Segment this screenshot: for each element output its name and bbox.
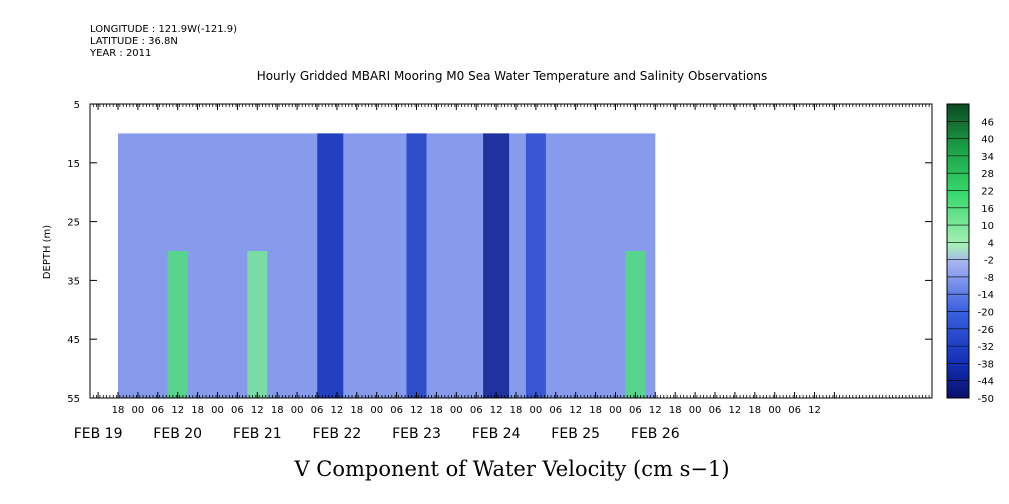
x-tick-label: 12 — [410, 405, 423, 416]
colorbar-label: -44 — [978, 377, 994, 388]
y-tick-label: 55 — [67, 394, 80, 405]
x-date-label: FEB 23 — [392, 426, 441, 442]
x-date-label: FEB 26 — [631, 426, 680, 442]
colorbar-label: 16 — [981, 204, 994, 215]
x-date-label: FEB 24 — [472, 426, 521, 442]
x-tick-label: 18 — [510, 405, 523, 416]
heatmap-feature — [247, 251, 268, 398]
colorbar-label: -38 — [978, 359, 994, 370]
colorbar-label: 22 — [981, 186, 994, 197]
x-tick-label: 06 — [788, 405, 801, 416]
colorbar-label: 34 — [981, 152, 994, 163]
longitude-text: LONGITUDE : 121.9W(-121.9) — [90, 24, 237, 35]
y-axis: 5 15 25 35 45 55 — [67, 100, 932, 405]
colorbar-gradient — [946, 103, 970, 399]
heatmap-background — [118, 133, 656, 398]
colorbar-label: 10 — [981, 221, 994, 232]
y-tick-label: 45 — [67, 335, 80, 346]
heatmap-feature — [525, 133, 546, 398]
x-date-label: FEB 21 — [233, 426, 282, 442]
x-date-label: FEB 22 — [313, 426, 362, 442]
x-tick-label: 12 — [729, 405, 742, 416]
colorbar-label: -50 — [978, 394, 994, 405]
y-axis-label: DEPTH (m) — [42, 225, 53, 279]
colorbar: 46 40 34 28 22 16 10 4 -2 -8 -14 -20 -26 -32 -38 -44 -50 — [946, 103, 994, 405]
x-tick-label: 12 — [808, 405, 821, 416]
year-text: YEAR : 2011 — [90, 48, 152, 59]
x-tick-label: 18 — [748, 405, 761, 416]
x-tick-label: 00 — [450, 405, 463, 416]
location-info: LONGITUDE : 121.9W(-121.9) LATITUDE : 36… — [90, 24, 237, 60]
x-axis-label: V Component of Water Velocity (cm s−1) — [293, 457, 729, 481]
x-tick-label: 18 — [350, 405, 363, 416]
x-tick-label: 12 — [251, 405, 264, 416]
chart-title: Hourly Gridded MBARI Mooring M0 Sea Wate… — [257, 69, 768, 83]
x-tick-label: 12 — [171, 405, 184, 416]
x-tick-label: 06 — [470, 405, 483, 416]
colorbar-label: 40 — [981, 135, 994, 146]
x-tick-label: 00 — [291, 405, 304, 416]
x-tick-label: 06 — [629, 405, 642, 416]
x-tick-label: 18 — [191, 405, 204, 416]
colorbar-label: -8 — [984, 273, 994, 284]
x-tick-label: 12 — [490, 405, 503, 416]
latitude-text: LATITUDE : 36.8N — [90, 36, 178, 47]
x-tick-label: 00 — [609, 405, 622, 416]
x-tick-label: 06 — [709, 405, 722, 416]
heatmap-field — [118, 133, 656, 398]
y-tick-label: 25 — [67, 218, 80, 229]
x-tick-label: 18 — [271, 405, 284, 416]
x-tick-label: 00 — [370, 405, 383, 416]
x-tick-label: 00 — [530, 405, 543, 416]
heatmap-feature — [406, 133, 427, 398]
x-tick-label: 18 — [589, 405, 602, 416]
y-tick-label: 5 — [74, 100, 80, 111]
colorbar-label: -20 — [978, 308, 994, 319]
x-tick-label: 12 — [649, 405, 662, 416]
x-tick-label: 12 — [331, 405, 344, 416]
x-tick-label: 06 — [549, 405, 562, 416]
x-tick-label: 06 — [231, 405, 244, 416]
x-date-label: FEB 25 — [551, 426, 600, 442]
colorbar-label: 28 — [981, 169, 994, 180]
x-tick-label: 12 — [569, 405, 582, 416]
y-tick-label: 35 — [67, 276, 80, 287]
x-axis: 18 00 06 12 18 00 06 12 18 00 06 12 18 00 06 12 18 00 06 12… — [74, 104, 930, 442]
colorbar-label: 46 — [981, 117, 994, 128]
x-tick-label: 06 — [151, 405, 164, 416]
x-date-label: FEB 19 — [74, 426, 123, 442]
x-tick-label: 18 — [112, 405, 125, 416]
colorbar-label: -14 — [978, 290, 994, 301]
colorbar-label: -2 — [984, 256, 994, 267]
heatmap-feature — [167, 251, 188, 398]
heatmap-feature — [483, 133, 510, 398]
colorbar-label: -32 — [978, 342, 994, 353]
y-tick-label: 15 — [67, 159, 80, 170]
heatmap-feature — [317, 133, 344, 398]
x-tick-label: 00 — [689, 405, 702, 416]
x-tick-label: 18 — [430, 405, 443, 416]
heatmap-feature — [625, 251, 646, 398]
colorbar-label: 4 — [988, 238, 994, 249]
colorbar-label: -26 — [978, 325, 994, 336]
x-tick-label: 06 — [311, 405, 324, 416]
x-tick-label: 18 — [669, 405, 682, 416]
x-tick-label: 00 — [211, 405, 224, 416]
x-tick-label: 00 — [132, 405, 145, 416]
x-tick-label: 06 — [390, 405, 403, 416]
x-date-label: FEB 20 — [153, 426, 202, 442]
x-tick-label: 00 — [768, 405, 781, 416]
